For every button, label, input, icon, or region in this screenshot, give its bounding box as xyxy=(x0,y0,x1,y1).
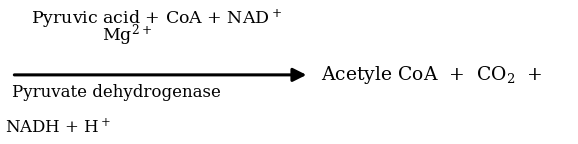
Text: Pyruvic acid + CoA + NAD$^+$: Pyruvic acid + CoA + NAD$^+$ xyxy=(31,7,281,30)
Text: Acetyle CoA  +  CO$_2$  +: Acetyle CoA + CO$_2$ + xyxy=(321,64,542,86)
Text: NADH + H$^+$: NADH + H$^+$ xyxy=(5,118,111,137)
Text: Pyruvate dehydrogenase: Pyruvate dehydrogenase xyxy=(12,84,220,101)
Text: Mg$^{2+}$: Mg$^{2+}$ xyxy=(102,22,152,48)
